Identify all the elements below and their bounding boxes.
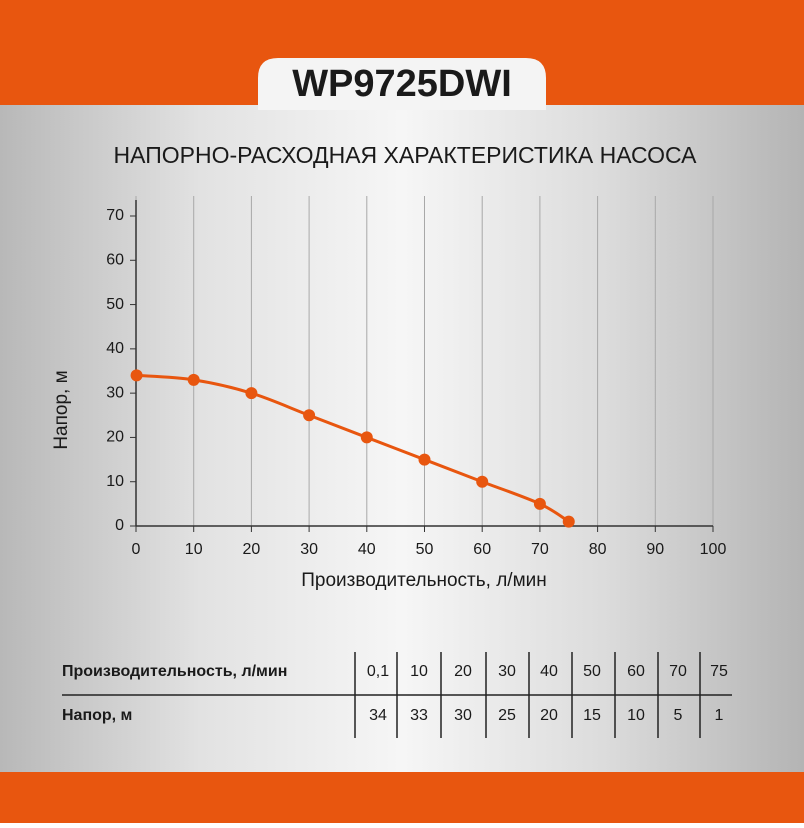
x-tick-label: 40 [358, 541, 376, 558]
cell: 60 [627, 663, 645, 680]
model-title: WP9725DWI [292, 63, 512, 105]
cell: 30 [454, 707, 472, 724]
point [130, 369, 143, 382]
x-tick-label: 90 [646, 541, 664, 558]
x-tick-label: 0 [132, 541, 141, 558]
x-axis-label: Производительность, л/мин [301, 570, 547, 591]
cell: 1 [715, 707, 724, 724]
cell: 75 [710, 663, 728, 680]
cell: 50 [583, 663, 601, 680]
x-tick-label: 10 [185, 541, 203, 558]
point [418, 453, 431, 466]
y-tick-label: 40 [106, 340, 124, 357]
x-tick-label: 30 [300, 541, 318, 558]
y-tick-label: 70 [106, 207, 124, 224]
y-tick-label: 0 [115, 517, 124, 534]
table: Производительность, л/мин 0,1 10 20 30 40 50 60… [62, 652, 732, 738]
x-tick-label: 50 [416, 541, 434, 558]
row-header: Производительность, л/мин [62, 663, 287, 680]
cell: 30 [498, 663, 516, 680]
y-tick-label: 50 [106, 296, 124, 313]
row-header: Напор, м [62, 707, 132, 724]
cell: 5 [674, 707, 683, 724]
x-tick-label: 20 [243, 541, 261, 558]
cell: 25 [498, 707, 516, 724]
y-tick-label: 60 [106, 252, 124, 269]
cell: 20 [454, 663, 472, 680]
point [476, 475, 489, 488]
x-tick-label: 80 [589, 541, 607, 558]
model-tab [258, 58, 546, 110]
point [360, 431, 373, 444]
x-tick-label: 70 [531, 541, 549, 558]
plot: 0 10 20 30 40 50 60 70 80 90 100 0 10 20 30 40 50 60 70 [106, 196, 726, 558]
chart-title: НАПОРНО-РАСХОДНАЯ ХАРАКТЕРИСТИКА НАСОСА [114, 142, 698, 168]
cell: 70 [669, 663, 687, 680]
point [533, 497, 546, 510]
cell: 10 [627, 707, 645, 724]
point [303, 409, 316, 422]
x-tick-label: 100 [700, 541, 727, 558]
y-axis-label: Напор, м [51, 370, 72, 449]
cell: 33 [410, 707, 428, 724]
y-tick-label: 30 [106, 384, 124, 401]
bottom-band [0, 772, 804, 823]
cell: 10 [410, 663, 428, 680]
point [245, 387, 258, 400]
point [562, 515, 575, 528]
y-tick-label: 10 [106, 473, 124, 490]
cell: 34 [369, 707, 387, 724]
point [187, 373, 200, 386]
cell: 15 [583, 707, 601, 724]
cell: 40 [540, 663, 558, 680]
y-tick-label: 20 [106, 429, 124, 446]
cell: 20 [540, 707, 558, 724]
x-tick-label: 60 [473, 541, 491, 558]
cell: 0,1 [367, 663, 389, 680]
